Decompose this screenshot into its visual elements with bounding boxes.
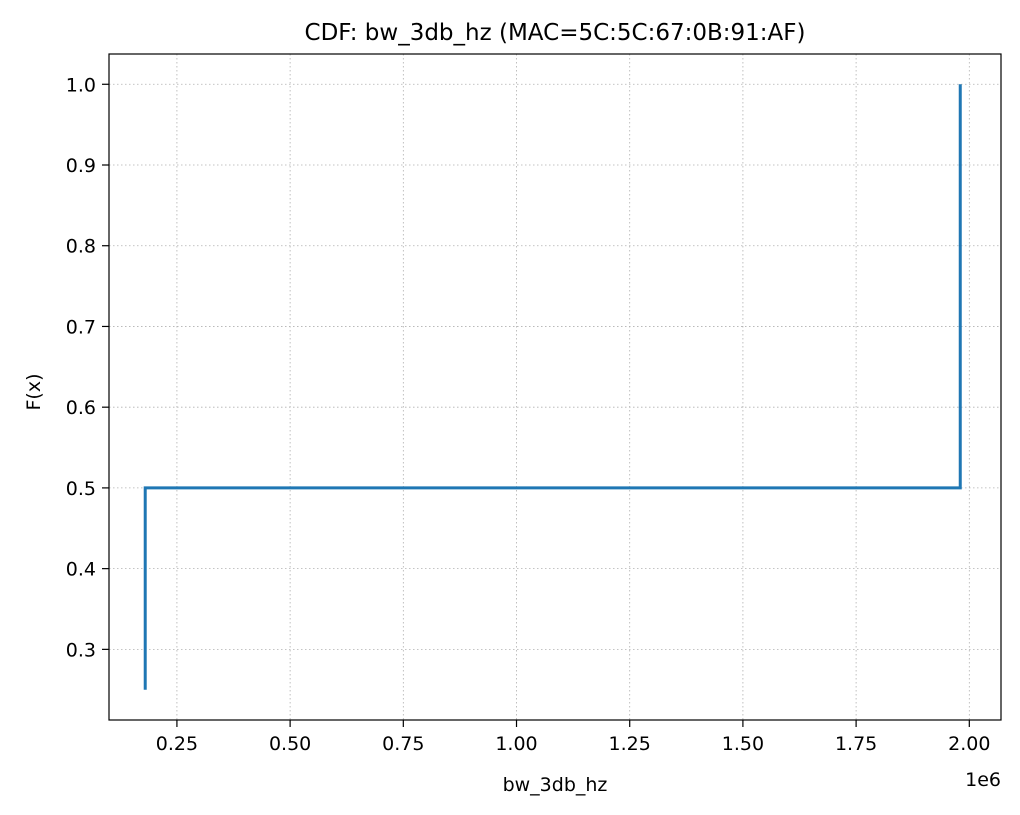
x-tick-label: 1.25 [609, 733, 651, 755]
x-tick-label: 1.50 [722, 733, 764, 755]
y-tick-label: 0.3 [66, 639, 96, 661]
x-axis-label: bw_3db_hz [503, 774, 608, 796]
y-tick-label: 0.9 [66, 155, 96, 177]
series-group [143, 84, 962, 690]
chart-title: CDF: bw_3db_hz (MAC=5C:5C:67:0B:91:AF) [305, 20, 806, 46]
y-tick-label: 0.7 [66, 316, 96, 338]
y-tick-label: 0.8 [66, 236, 96, 258]
x-tick-label: 0.25 [156, 733, 198, 755]
plot-area [109, 54, 1001, 720]
x-tick-label: 0.75 [382, 733, 424, 755]
x-tick-label: 1.00 [495, 733, 537, 755]
y-tick-label: 0.4 [66, 559, 96, 581]
x-tick-label: 0.50 [269, 733, 311, 755]
y-tick-label: 1.0 [66, 74, 96, 96]
x-axis: 0.25 0.50 0.75 1.00 1.25 1.50 1.75 2.00 [156, 720, 990, 755]
x-tick-label: 1.75 [835, 733, 877, 755]
plot-frame [108, 53, 1002, 721]
y-axis: 0.3 0.4 0.5 0.6 0.7 0.8 0.9 1.0 [66, 74, 109, 661]
x-axis-offset-text: 1e6 [965, 769, 1001, 791]
y-tick-label: 0.6 [66, 397, 96, 419]
cdf-step-line [143, 84, 962, 690]
grid [109, 54, 1001, 720]
x-tick-label: 2.00 [948, 733, 990, 755]
y-tick-label: 0.5 [66, 478, 96, 500]
y-axis-label: F(x) [23, 374, 45, 411]
